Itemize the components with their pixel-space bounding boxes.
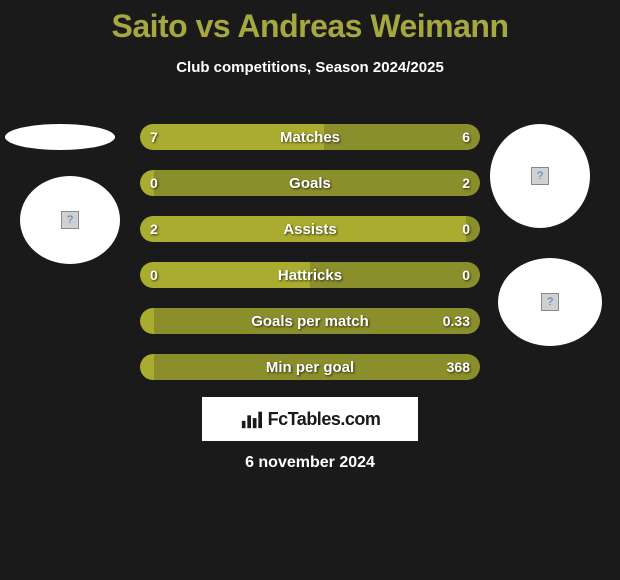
stat-row: Goals per match0.33 [140,308,480,334]
brand-box: FcTables.com [202,397,418,441]
bar-value-left: 0 [150,170,158,196]
stats-bars: Matches76Goals02Assists20Hattricks00Goal… [140,124,480,400]
bar-label: Hattricks [140,262,480,288]
date-text: 6 november 2024 [0,454,620,472]
bar-value-left: 0 [150,262,158,288]
stat-row: Min per goal368 [140,354,480,380]
bar-value-right: 0.33 [443,308,470,334]
bar-value-left: 2 [150,216,158,242]
avatar-right-player: ? [498,258,602,346]
stat-row: Goals0 2 [140,170,480,196]
bar-label: Min per goal [140,354,480,380]
bar-value-right: 0 [462,216,470,242]
stat-row: Matches7 6 [140,124,480,150]
bars-icon [240,408,262,430]
bar-label: Goals [140,170,480,196]
placeholder-icon: ? [61,211,79,229]
bar-label: Assists [140,216,480,242]
bar-value-left: 7 [150,124,158,150]
placeholder-icon: ? [541,293,559,311]
bar-value-right: 0 [462,262,470,288]
avatar-right-team: ? [490,124,590,228]
bar-value-right: 2 [462,170,470,196]
bar-value-right: 368 [447,354,470,380]
bar-label: Matches [140,124,480,150]
stat-row: Assists2 0 [140,216,480,242]
brand-text: FcTables.com [268,409,381,430]
bar-label: Goals per match [140,308,480,334]
subtitle: Club competitions, Season 2024/2025 [0,59,620,76]
page-title: Saito vs Andreas Weimann [0,0,620,45]
ellipse-shadow [5,124,115,150]
bar-value-right: 6 [462,124,470,150]
stat-row: Hattricks0 0 [140,262,480,288]
avatar-left-player: ? [20,176,120,264]
placeholder-icon: ? [531,167,549,185]
